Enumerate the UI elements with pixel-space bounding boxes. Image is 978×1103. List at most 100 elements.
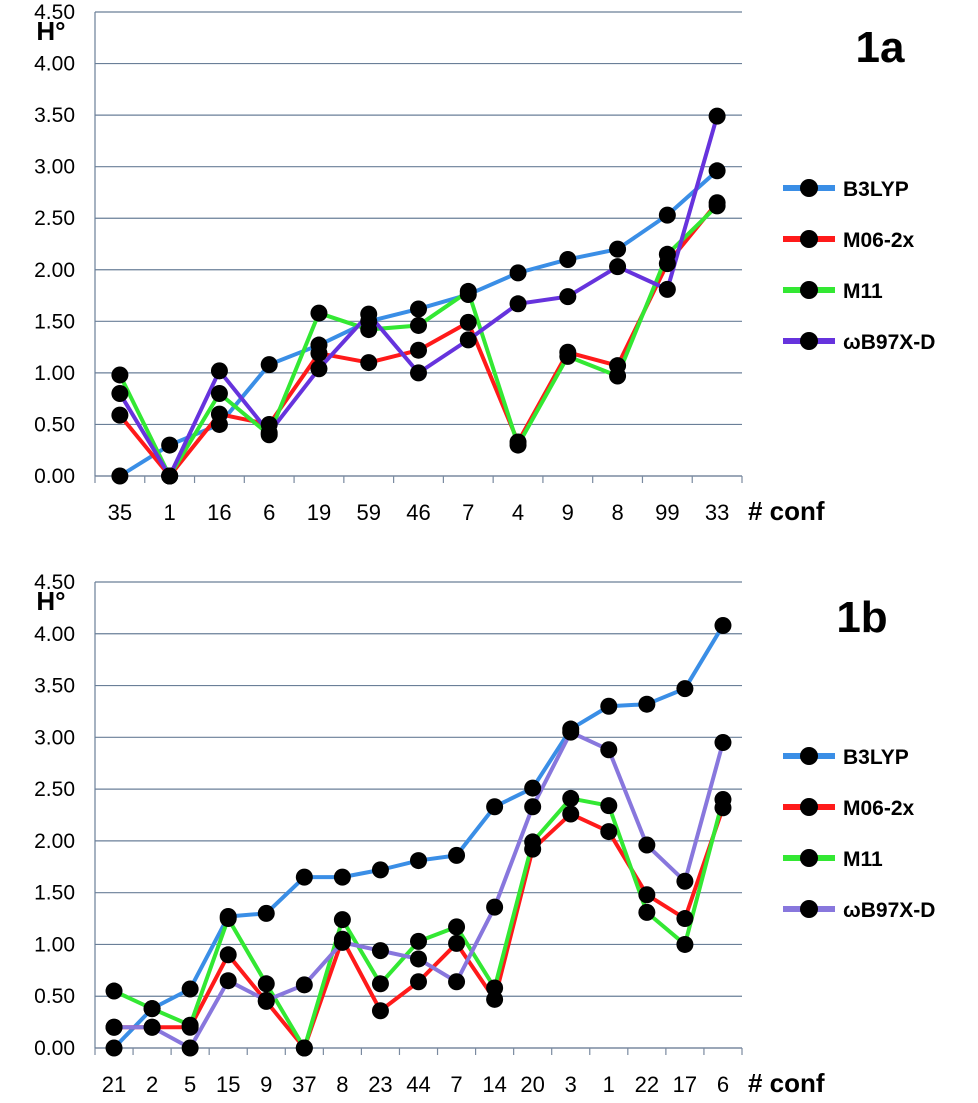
data-point xyxy=(638,836,656,854)
data-point xyxy=(371,975,389,993)
chart-1b-svg: 0.00 0.50 1.00 1.50 2.00 2.50 3.00 3.50 4.00 4.50… xyxy=(34,571,935,1098)
legend-marker xyxy=(800,747,818,765)
y-tick-label: 3.00 xyxy=(34,726,75,749)
x-tick-label: 2 xyxy=(146,1072,158,1097)
data-point xyxy=(509,264,527,282)
x-tick-label: 1 xyxy=(164,500,176,525)
data-point xyxy=(448,973,466,991)
y-tick-label: 2.50 xyxy=(34,778,75,801)
x-tick-label: 7 xyxy=(450,1072,462,1097)
x-tick-label: 22 xyxy=(635,1072,659,1097)
data-point xyxy=(714,616,732,634)
data-point xyxy=(360,305,378,323)
data-point xyxy=(562,723,580,741)
x-tick-label: 37 xyxy=(292,1072,316,1097)
data-point xyxy=(410,341,427,359)
data-point xyxy=(333,868,351,886)
y-tick-label: 1.50 xyxy=(34,310,75,333)
x-tick-label: 15 xyxy=(216,1072,240,1097)
series-line-3 xyxy=(118,115,720,478)
data-point xyxy=(333,911,351,929)
data-point xyxy=(105,1018,123,1036)
data-point xyxy=(161,436,179,454)
legend-label: M11 xyxy=(843,280,883,303)
x-tick-label: 17 xyxy=(673,1072,697,1097)
x-axis-label: # conf xyxy=(748,1068,825,1098)
y-tick-label: 3.50 xyxy=(34,104,75,127)
y-tick-label: 4.00 xyxy=(34,53,75,76)
x-tick-label: 19 xyxy=(307,500,331,525)
data-point xyxy=(143,1000,161,1018)
legend-marker xyxy=(800,179,818,197)
data-point xyxy=(210,405,228,423)
legend-marker xyxy=(800,798,818,816)
chart-1a-svg: 0.00 0.50 1.00 1.50 2.00 2.50 3.00 3.50 4.00 4.50… xyxy=(34,1,935,526)
y-tick-label: 3.00 xyxy=(34,156,75,179)
data-point xyxy=(459,282,477,300)
data-point xyxy=(559,288,577,306)
data-point xyxy=(562,805,580,823)
legend-marker xyxy=(800,230,818,248)
series-line-2 xyxy=(113,796,725,1050)
y-tick-label: 3.50 xyxy=(34,675,75,698)
y-tick-label: 4.50 xyxy=(34,571,75,594)
data-point xyxy=(486,798,504,816)
data-point xyxy=(600,741,618,759)
data-point xyxy=(459,313,477,331)
legend-marker xyxy=(800,332,818,350)
x-tick-label: 5 xyxy=(184,1072,196,1097)
x-axis-label: # conf xyxy=(748,496,825,526)
data-point xyxy=(371,942,389,960)
data-point xyxy=(181,1039,199,1057)
data-point xyxy=(714,734,732,752)
legend-label: B3LYP xyxy=(843,178,909,201)
data-point xyxy=(708,107,726,125)
x-tick-label: 6 xyxy=(717,1072,729,1097)
legend-label: ωB97X-D xyxy=(843,899,935,922)
data-point xyxy=(448,934,466,952)
data-point xyxy=(714,790,732,808)
data-point xyxy=(143,1018,161,1036)
data-point xyxy=(676,935,694,953)
x-tick-label: 1 xyxy=(603,1072,615,1097)
y-axis-label: H° xyxy=(36,586,65,616)
data-point xyxy=(257,904,275,922)
y-tick-label: 1.50 xyxy=(34,882,75,905)
y-tick-label: 4.00 xyxy=(34,623,75,646)
y-tick-label: 1.00 xyxy=(34,933,75,956)
y-axis-label: H° xyxy=(36,16,65,46)
panel-label: 1a xyxy=(856,23,905,72)
x-tick-label: 9 xyxy=(260,1072,272,1097)
legend-marker xyxy=(800,281,818,299)
x-tick-label: 44 xyxy=(406,1072,430,1097)
x-tick-label: 33 xyxy=(705,500,729,525)
data-point xyxy=(210,385,228,403)
x-tick-label: 14 xyxy=(482,1072,506,1097)
data-point xyxy=(111,406,129,424)
x-tick-label: 7 xyxy=(462,500,474,525)
y-tick-label: 4.50 xyxy=(34,1,75,24)
chart-panel-1b: 0.00 0.50 1.00 1.50 2.00 2.50 3.00 3.50 4.00 4.50… xyxy=(0,560,978,1098)
data-point xyxy=(524,798,542,816)
x-tick-label: 6 xyxy=(263,500,275,525)
data-point xyxy=(562,789,580,807)
data-point xyxy=(486,898,504,916)
data-point xyxy=(676,910,694,928)
data-point xyxy=(559,347,577,365)
data-point xyxy=(360,321,378,339)
data-point xyxy=(295,1039,313,1057)
data-point xyxy=(448,918,466,936)
x-tick-label: 46 xyxy=(406,500,430,525)
data-point xyxy=(410,950,427,968)
data-point xyxy=(310,344,328,362)
x-tick-label: 20 xyxy=(520,1072,544,1097)
legend-marker xyxy=(800,900,818,918)
x-tick-label: 21 xyxy=(102,1072,126,1097)
data-point xyxy=(219,946,237,964)
y-tick-label: 2.50 xyxy=(34,207,75,230)
x-tick-label: 59 xyxy=(356,500,380,525)
x-tick-label: 4 xyxy=(512,500,524,525)
data-point xyxy=(360,354,378,372)
legend-marker xyxy=(800,849,818,867)
x-tick-label: 9 xyxy=(562,500,574,525)
